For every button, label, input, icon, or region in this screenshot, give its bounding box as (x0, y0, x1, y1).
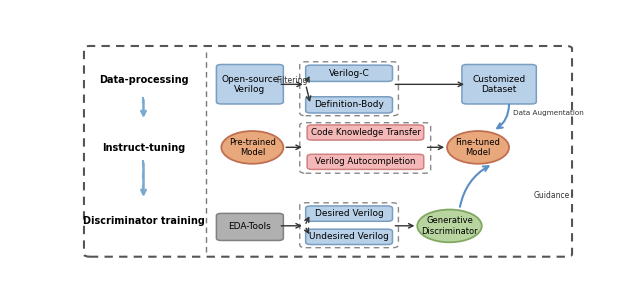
Text: EDA-Tools: EDA-Tools (228, 222, 271, 231)
Text: Definition-Body: Definition-Body (314, 100, 384, 109)
Text: Code Knowledge Transfer: Code Knowledge Transfer (310, 128, 420, 137)
FancyBboxPatch shape (306, 65, 392, 81)
Text: Generative
Discriminator: Generative Discriminator (421, 216, 478, 236)
Text: Data-processing: Data-processing (99, 75, 188, 85)
Ellipse shape (417, 209, 482, 242)
Text: Instruct-tuning: Instruct-tuning (102, 143, 185, 153)
Text: Verilog Autocompletion: Verilog Autocompletion (315, 157, 416, 166)
Text: Verilog-C: Verilog-C (329, 69, 369, 78)
Text: Open-source
Verilog: Open-source Verilog (221, 74, 278, 94)
Ellipse shape (447, 131, 509, 164)
FancyBboxPatch shape (306, 206, 392, 221)
FancyBboxPatch shape (307, 154, 424, 169)
Text: Fine-tuned
Model: Fine-tuned Model (456, 138, 500, 157)
Ellipse shape (221, 131, 284, 164)
Text: Discriminator training: Discriminator training (83, 216, 204, 226)
FancyBboxPatch shape (307, 125, 424, 140)
Text: Data Augmentation: Data Augmentation (513, 110, 584, 116)
Text: Pre-trained
Model: Pre-trained Model (229, 138, 276, 157)
FancyBboxPatch shape (306, 229, 392, 245)
Text: Desired Verilog: Desired Verilog (315, 209, 383, 218)
FancyBboxPatch shape (216, 213, 284, 241)
Text: Guidance: Guidance (534, 191, 570, 200)
FancyBboxPatch shape (462, 64, 536, 104)
Text: Filtering: Filtering (276, 76, 308, 85)
Text: Customized
Dataset: Customized Dataset (472, 74, 525, 94)
Text: Undesired Verilog: Undesired Verilog (309, 232, 389, 241)
FancyBboxPatch shape (216, 64, 284, 104)
FancyBboxPatch shape (306, 97, 392, 113)
